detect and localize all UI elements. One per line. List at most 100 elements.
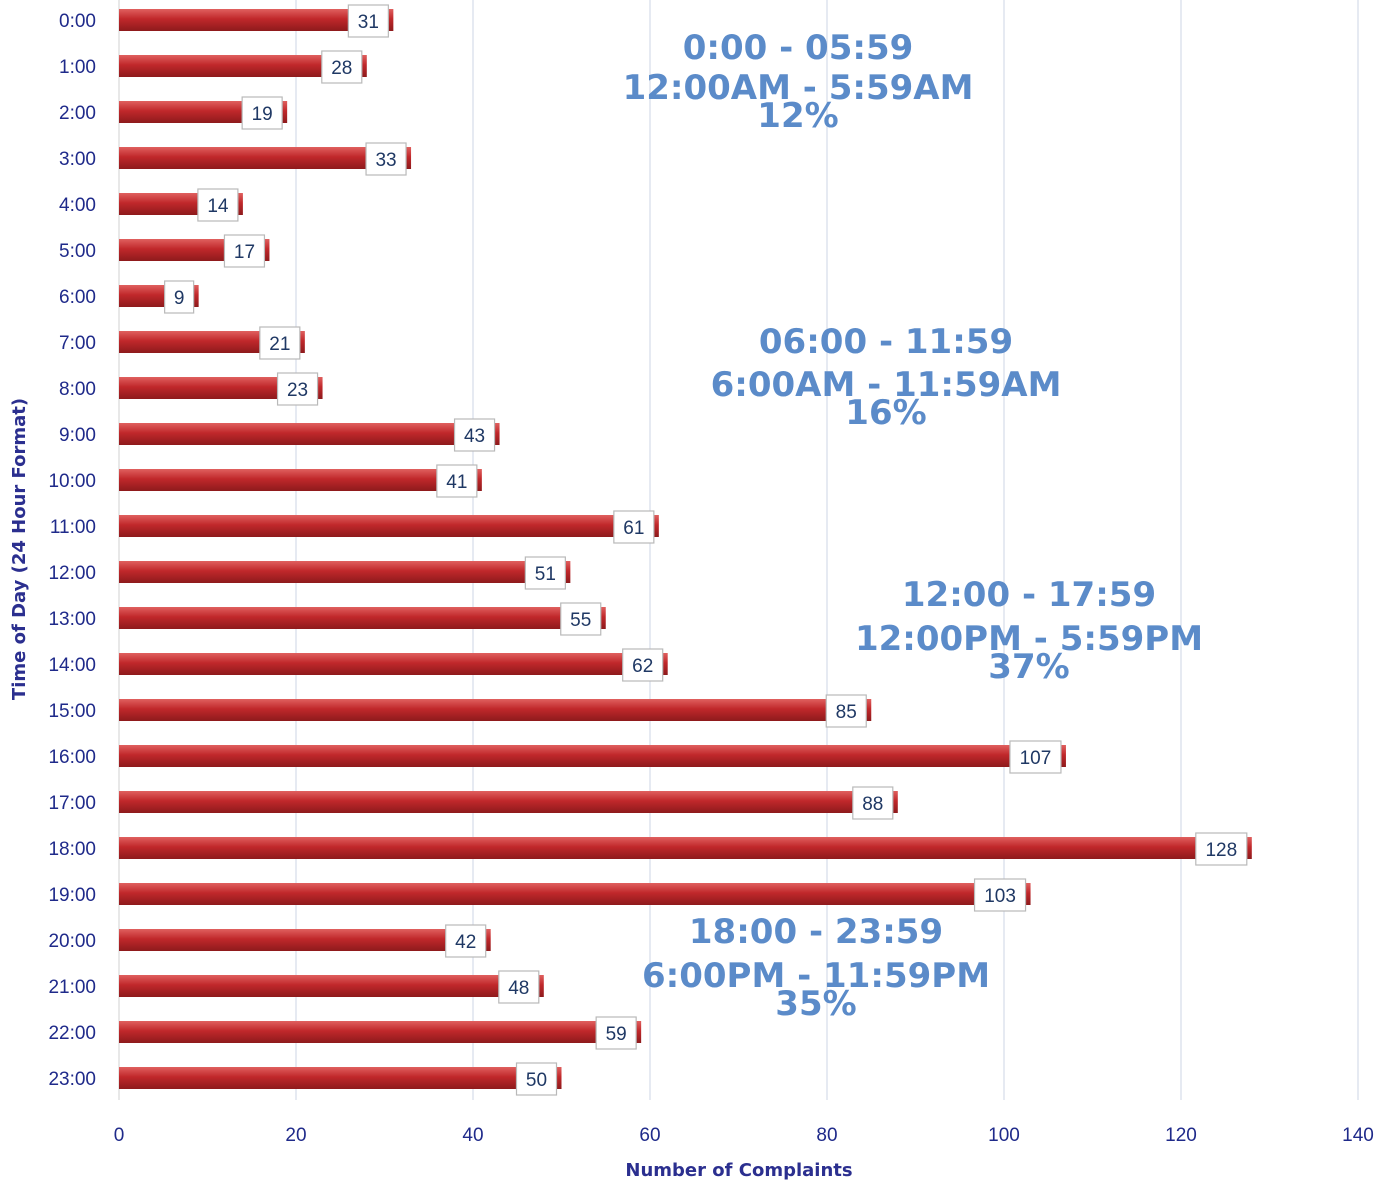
annotation-3-line-3: 37% xyxy=(988,647,1069,687)
data-label-box xyxy=(622,648,664,682)
bar-8:00 xyxy=(119,377,323,399)
bar-17:00 xyxy=(119,791,898,813)
data-label-box xyxy=(321,50,363,84)
data-label-box xyxy=(852,786,894,820)
annotation-1-line-1: 0:00 - 05:59 xyxy=(683,28,914,68)
data-label-box xyxy=(347,4,389,38)
annotation-2-line-2: 6:00AM - 11:59AM xyxy=(711,365,1062,405)
bar-3:00 xyxy=(119,147,412,169)
bar-1:00 xyxy=(119,55,367,77)
data-label: 19 xyxy=(252,104,273,125)
data-label: 55 xyxy=(570,610,591,631)
data-label-box xyxy=(436,464,478,498)
y-axis-ticks: 0:00 1:00 2:00 3:00 4:00 5:00 6:00 7:00 8:00 9:00… xyxy=(48,11,96,1090)
data-label-box xyxy=(445,924,487,958)
x-tick-label: 100 xyxy=(988,1125,1020,1146)
data-label: 33 xyxy=(375,150,396,171)
data-label-box xyxy=(197,188,239,222)
data-label: 9 xyxy=(174,288,185,309)
x-axis-ticks: 0 20 40 60 80 100 120 140 xyxy=(114,1125,1374,1146)
data-label-box xyxy=(223,234,266,268)
y-axis-title: Time of Day (24 Hour Format) xyxy=(9,398,30,700)
data-label-box xyxy=(825,694,867,728)
data-label-box xyxy=(498,970,540,1004)
y-tick-label: 17:00 xyxy=(48,793,96,814)
data-label: 14 xyxy=(207,196,229,217)
bar-13:00 xyxy=(119,607,606,629)
bar-0:00 xyxy=(119,9,394,31)
bar-22:00 xyxy=(119,1021,642,1043)
data-labels: 31 28 19 33 14 17 9 21 23 43 41 61 51 55 62 85 107 88 128 1… xyxy=(164,4,1248,1096)
y-tick-label: 20:00 xyxy=(48,931,96,952)
data-label: 50 xyxy=(526,1070,547,1091)
data-label-box xyxy=(259,326,301,360)
annotation-1-line-3: 12% xyxy=(757,96,838,136)
y-tick-label: 13:00 xyxy=(48,609,96,630)
data-label: 48 xyxy=(508,978,529,999)
y-tick-label: 8:00 xyxy=(59,379,96,400)
data-label: 59 xyxy=(606,1024,627,1045)
y-tick-label: 12:00 xyxy=(48,563,96,584)
data-label: 107 xyxy=(1020,748,1052,769)
y-tick-label: 3:00 xyxy=(59,149,96,170)
y-tick-label: 16:00 xyxy=(48,747,96,768)
data-label-box xyxy=(595,1016,637,1050)
y-tick-label: 23:00 xyxy=(48,1069,96,1090)
annotation-2-line-1: 06:00 - 11:59 xyxy=(759,322,1013,362)
bar-15:00 xyxy=(119,699,872,721)
data-label-box xyxy=(560,602,602,636)
y-tick-label: 11:00 xyxy=(50,517,96,538)
data-label-box xyxy=(1195,832,1248,866)
annotation-3-line-1: 12:00 - 17:59 xyxy=(902,575,1156,615)
data-label: 17 xyxy=(234,242,255,263)
annotation-3-line-2: 12:00PM - 5:59PM xyxy=(855,619,1203,659)
bar-9:00 xyxy=(119,423,500,445)
y-tick-label: 15:00 xyxy=(48,701,96,722)
data-label: 23 xyxy=(287,380,308,401)
y-tick-label: 10:00 xyxy=(48,471,96,492)
data-label-box xyxy=(613,510,655,544)
y-tick-label: 9:00 xyxy=(59,425,96,446)
x-tick-label: 40 xyxy=(462,1125,483,1146)
data-label: 88 xyxy=(862,794,883,815)
annotation-4-line-3: 35% xyxy=(775,984,856,1024)
data-label: 62 xyxy=(632,656,653,677)
annotation-1-line-2: 12:00AM - 5:59AM xyxy=(623,68,974,108)
bar-21:00 xyxy=(119,975,544,997)
x-tick-label: 120 xyxy=(1165,1125,1197,1146)
data-label-box xyxy=(241,96,283,130)
bar-20:00 xyxy=(119,929,491,951)
y-tick-label: 7:00 xyxy=(59,333,96,354)
x-tick-label: 140 xyxy=(1342,1125,1374,1146)
y-tick-label: 5:00 xyxy=(59,241,96,262)
annotation-4-line-1: 18:00 - 23:59 xyxy=(689,912,943,952)
data-label-box xyxy=(276,372,319,406)
bar-7:00 xyxy=(119,331,305,353)
y-tick-label: 1:00 xyxy=(59,57,96,78)
data-label: 128 xyxy=(1205,840,1237,861)
y-tick-label: 22:00 xyxy=(48,1023,96,1044)
y-tick-label: 0:00 xyxy=(59,11,96,32)
data-label: 51 xyxy=(535,564,556,585)
bar-14:00 xyxy=(119,653,668,675)
data-label-box xyxy=(524,556,566,590)
bar-16:00 xyxy=(119,745,1066,767)
x-axis-title: Number of Complaints xyxy=(625,1160,852,1181)
data-label-box xyxy=(515,1062,558,1096)
x-tick-label: 60 xyxy=(639,1125,660,1146)
data-label: 42 xyxy=(455,932,476,953)
annotation-4-line-2: 6:00PM - 11:59PM xyxy=(642,956,990,996)
data-label-box xyxy=(453,418,496,452)
y-tick-label: 6:00 xyxy=(59,287,96,308)
data-label-box xyxy=(973,878,1027,912)
data-label: 85 xyxy=(836,702,857,723)
bar-11:00 xyxy=(119,515,659,537)
data-label: 103 xyxy=(984,886,1016,907)
bar-12:00 xyxy=(119,561,571,583)
bars xyxy=(119,9,1252,1089)
data-label: 21 xyxy=(269,334,290,355)
data-label: 43 xyxy=(464,426,485,447)
